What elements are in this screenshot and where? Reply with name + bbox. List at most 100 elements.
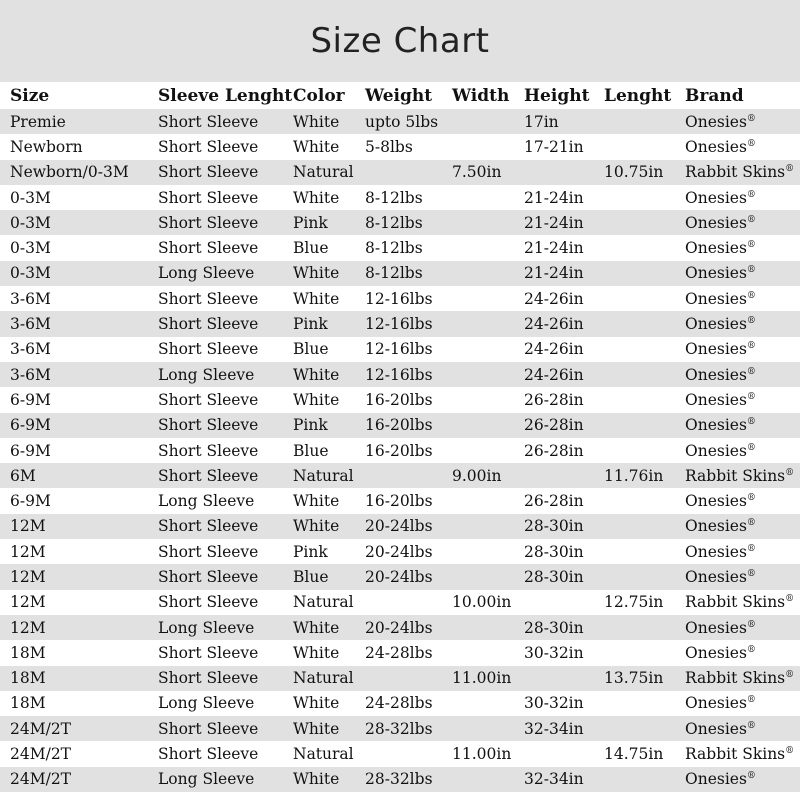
cell-sleeve-length: Short Sleeve xyxy=(158,112,259,131)
brand-name: Onesies xyxy=(685,112,747,131)
cell-color: White xyxy=(293,289,340,308)
cell-length xyxy=(604,261,685,286)
cell-width xyxy=(452,716,524,741)
cell-width: 9.00in xyxy=(452,466,502,485)
cell-brand: Onesies® xyxy=(685,514,800,539)
brand-name: Onesies xyxy=(685,542,747,561)
cell-weight: 24-28lbs xyxy=(365,694,433,713)
cell-size: 0-3M xyxy=(10,239,51,258)
cell-color: Natural xyxy=(293,669,354,688)
cell-size: 12M xyxy=(10,618,46,637)
cell-length xyxy=(604,691,685,716)
cell-color: Pink xyxy=(293,542,328,561)
cell-color: White xyxy=(293,365,340,384)
cell-height: 30-32in xyxy=(524,694,584,713)
cell-color: Natural xyxy=(293,466,354,485)
column-header-length: Lenght xyxy=(604,85,672,106)
table-row: 3-6M Long Sleeve White 12-16lbs 24-26in Onesi… xyxy=(0,361,800,388)
cell-length xyxy=(604,210,685,235)
brand-name: Onesies xyxy=(685,567,747,586)
cell-height: 21-24in xyxy=(524,188,584,207)
cell-height: 26-28in xyxy=(524,416,584,435)
cell-length xyxy=(604,311,685,336)
cell-width xyxy=(452,615,524,640)
cell-size: 3-6M xyxy=(10,315,51,334)
cell-weight: 16-20lbs xyxy=(365,390,433,409)
cell-length xyxy=(604,362,685,387)
cell-weight: 28-32lbs xyxy=(365,770,433,789)
cell-length: 14.75in xyxy=(604,745,664,764)
cell-size: 0-3M xyxy=(10,264,51,283)
table-row: 6-9M Long Sleeve White 16-20lbs 26-28in Onesi… xyxy=(0,488,800,513)
cell-height xyxy=(524,463,604,488)
cell-width xyxy=(452,413,524,438)
cell-width xyxy=(452,387,524,412)
cell-brand: Rabbit Skins® xyxy=(685,590,800,615)
cell-weight: 20-24lbs xyxy=(365,517,433,536)
cell-length: 13.75in xyxy=(604,669,664,688)
registered-mark: ® xyxy=(785,164,795,175)
cell-height: 17in xyxy=(524,112,559,131)
cell-width xyxy=(452,767,524,792)
brand-name: Onesies xyxy=(685,618,747,637)
cell-color: White xyxy=(293,112,340,131)
brand-name: Onesies xyxy=(685,643,747,662)
cell-sleeve-length: Long Sleeve xyxy=(158,492,255,511)
cell-width xyxy=(452,311,524,336)
cell-height: 21-24in xyxy=(524,239,584,258)
cell-size: 6-9M xyxy=(10,492,51,511)
registered-mark: ® xyxy=(746,771,756,782)
cell-brand: Onesies® xyxy=(685,337,800,362)
cell-width xyxy=(452,438,524,463)
cell-brand: Onesies® xyxy=(685,716,800,741)
title-bar: Size Chart xyxy=(0,0,800,82)
cell-weight: 12-16lbs xyxy=(365,340,433,359)
cell-width: 11.00in xyxy=(452,745,512,764)
table-row: Newborn/0-3M Short Sleeve Natural 7.50in 10.… xyxy=(0,159,800,185)
cell-width xyxy=(452,362,524,387)
registered-mark: ® xyxy=(746,695,756,706)
cell-weight: 8-12lbs xyxy=(365,188,423,207)
brand-name: Onesies xyxy=(685,213,747,232)
cell-size: 12M xyxy=(10,542,46,561)
cell-weight: 12-16lbs xyxy=(365,365,433,384)
cell-width xyxy=(452,539,524,564)
cell-weight xyxy=(365,590,452,615)
cell-brand: Onesies® xyxy=(685,640,800,665)
cell-brand: Onesies® xyxy=(685,387,800,412)
cell-height: 28-30in xyxy=(524,567,584,586)
cell-sleeve-length: Short Sleeve xyxy=(158,542,259,561)
cell-sleeve-length: Short Sleeve xyxy=(158,719,259,738)
registered-mark: ® xyxy=(746,214,756,225)
column-header-height: Height xyxy=(524,85,590,106)
registered-mark: ® xyxy=(746,189,756,200)
cell-sleeve-length: Short Sleeve xyxy=(158,137,259,156)
brand-name: Onesies xyxy=(685,239,747,258)
cell-width xyxy=(452,514,524,539)
cell-size: 24M/2T xyxy=(10,719,72,738)
table-row: 0-3M Long Sleeve White 8-12lbs 21-24in Onesie… xyxy=(0,260,800,287)
cell-weight: upto 5lbs xyxy=(365,112,439,131)
cell-length xyxy=(604,615,685,640)
cell-length xyxy=(604,640,685,665)
cell-brand: Onesies® xyxy=(685,311,800,336)
cell-brand: Onesies® xyxy=(685,109,800,134)
cell-length xyxy=(604,235,685,260)
cell-weight: 16-20lbs xyxy=(365,416,433,435)
cell-size: Newborn/0-3M xyxy=(10,163,129,182)
registered-mark: ® xyxy=(746,619,756,630)
cell-height: 30-32in xyxy=(524,643,584,662)
column-header-color: Color xyxy=(293,85,345,106)
cell-height: 26-28in xyxy=(524,441,584,460)
cell-sleeve-length: Short Sleeve xyxy=(158,163,259,182)
cell-sleeve-length: Short Sleeve xyxy=(158,466,259,485)
brand-name: Onesies xyxy=(685,188,747,207)
cell-weight: 8-12lbs xyxy=(365,213,423,232)
cell-sleeve-length: Short Sleeve xyxy=(158,315,259,334)
cell-sleeve-length: Short Sleeve xyxy=(158,340,259,359)
cell-size: 6-9M xyxy=(10,416,51,435)
brand-name: Onesies xyxy=(685,264,747,283)
cell-weight xyxy=(365,666,452,691)
cell-size: 3-6M xyxy=(10,340,51,359)
cell-sleeve-length: Short Sleeve xyxy=(158,213,259,232)
